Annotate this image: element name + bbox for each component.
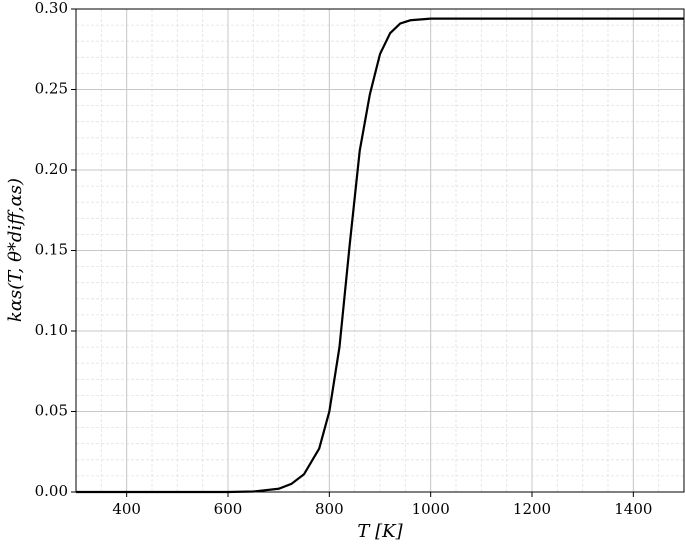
x-axis-label: T [K] (357, 521, 403, 542)
y-tick-label: 0.15 (35, 241, 68, 259)
y-tick-label: 0.05 (35, 402, 68, 420)
y-axis-label: kαs(T, θ*diff,αs) (5, 178, 26, 322)
y-tick-label: 0.30 (35, 0, 68, 17)
y-tick-label: 0.25 (35, 80, 68, 98)
x-tick-label: 1400 (614, 500, 652, 518)
x-tick-label: 400 (112, 500, 141, 518)
y-tick-label: 0.00 (35, 482, 68, 500)
x-tick-label: 1000 (412, 500, 450, 518)
line-series (76, 17, 684, 494)
x-tick-label: 1200 (513, 500, 551, 518)
x-tick-label: 800 (315, 500, 344, 518)
plot-frame (75, 8, 685, 493)
y-tick-label: 0.10 (35, 321, 68, 339)
x-tick-label: 600 (214, 500, 243, 518)
y-tick-label: 0.20 (35, 160, 68, 178)
